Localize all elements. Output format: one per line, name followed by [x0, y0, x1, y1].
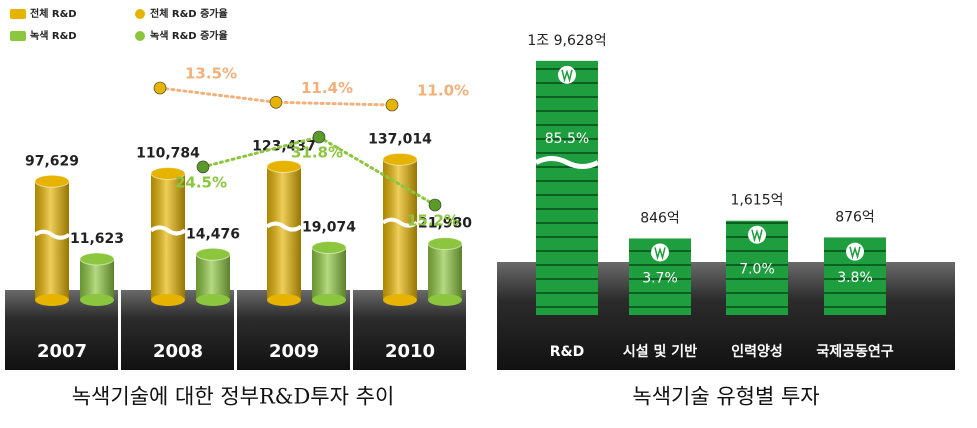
rate-label: 13.5%: [185, 65, 237, 83]
cylinder-top: [195, 247, 231, 261]
rate-marker: [196, 160, 210, 174]
cylinder-shade: [383, 159, 417, 300]
cylinder-top: [266, 159, 302, 173]
caption: 녹색기술 유형별 투자: [632, 385, 819, 409]
value-label: 11,623: [70, 231, 124, 247]
rate-marker: [153, 81, 167, 95]
won-icon: [748, 225, 766, 244]
x-tick-label: 2007: [37, 341, 87, 362]
cylinder-shade: [267, 166, 301, 300]
legend-label: 녹색 R&D: [30, 29, 77, 42]
won-sign: [654, 246, 666, 261]
rate-marker: [269, 95, 283, 109]
cylinder-shade: [312, 247, 346, 300]
x-tick-label: 국제공동연구: [816, 344, 893, 360]
value-label: 1조 9,628억: [527, 33, 606, 49]
cylinder-top: [382, 152, 418, 166]
x-tick-label: R&D: [550, 344, 585, 360]
caption: 녹색기술에 대한 정부R&D투자 추이: [72, 385, 395, 409]
stack-stripes: [536, 60, 598, 315]
won-icon: [846, 242, 864, 261]
value-label: 137,014: [368, 131, 432, 147]
value-label: 14,476: [186, 226, 240, 242]
x-tick-label: 2010: [385, 341, 435, 362]
cylinder-shade: [151, 173, 185, 300]
cylinder-base: [267, 294, 301, 306]
legend-swatch: [10, 9, 26, 19]
rate-marker: [385, 98, 399, 112]
share-label: 3.8%: [837, 270, 873, 286]
won-icon: [558, 65, 576, 84]
legend-marker: [135, 31, 145, 41]
cylinder-base: [383, 294, 417, 306]
share-label: 85.5%: [545, 131, 589, 147]
cylinder-shade: [35, 181, 69, 300]
legend-label: 전체 R&D: [30, 7, 77, 20]
legend-label: 녹색 R&D 증가율: [150, 29, 228, 42]
legend-swatch: [10, 31, 26, 41]
break-mark: [381, 217, 419, 228]
value-label: 876억: [835, 210, 875, 226]
value-label: 1,615억: [731, 193, 784, 209]
break-mark: [534, 156, 600, 169]
cylinder-base: [151, 294, 185, 306]
rate-label: 24.5%: [175, 173, 227, 191]
rate-label: 31.8%: [291, 144, 343, 162]
won-sign: [849, 246, 861, 260]
cylinder-top: [427, 237, 463, 251]
x-tick-label: 2009: [269, 341, 319, 362]
rate-label: 11.4%: [301, 79, 353, 97]
cylinder-shade: [428, 243, 462, 300]
value-label: 21,980: [418, 216, 472, 232]
cylinder-shade: [80, 259, 114, 300]
break-mark: [149, 225, 187, 236]
share-label: 3.7%: [642, 270, 678, 286]
value-label: 19,074: [302, 220, 356, 236]
legend-marker: [135, 9, 145, 19]
won-sign: [751, 229, 763, 243]
x-tick-label: 시설 및 기반: [623, 343, 697, 360]
cylinder-base: [312, 294, 346, 306]
value-label: 110,784: [136, 146, 200, 162]
legend-label: 전체 R&D 증가율: [150, 7, 228, 20]
break-mark: [33, 229, 71, 240]
cylinder-top: [150, 167, 186, 181]
cylinder-base: [428, 294, 462, 306]
rate-marker: [312, 130, 326, 144]
value-label: 846억: [640, 210, 680, 226]
rate-label: 15.2%: [407, 212, 459, 230]
cylinder-base: [196, 294, 230, 306]
break-mark: [265, 221, 303, 232]
cylinder-top: [311, 241, 347, 255]
cylinder-top: [79, 252, 115, 266]
won-icon: [651, 243, 669, 262]
cylinder-shade: [196, 254, 230, 300]
won-sign: [561, 69, 573, 83]
share-label: 7.0%: [739, 262, 775, 278]
x-tick-label: 인력양성: [731, 343, 783, 360]
value-label: 97,629: [25, 153, 79, 169]
rate-label: 11.0%: [417, 82, 469, 100]
cylinder-base: [35, 294, 69, 306]
cylinder-top: [34, 174, 70, 188]
cylinder-base: [80, 294, 114, 306]
x-tick-label: 2008: [153, 341, 203, 362]
rate-marker: [428, 198, 442, 212]
